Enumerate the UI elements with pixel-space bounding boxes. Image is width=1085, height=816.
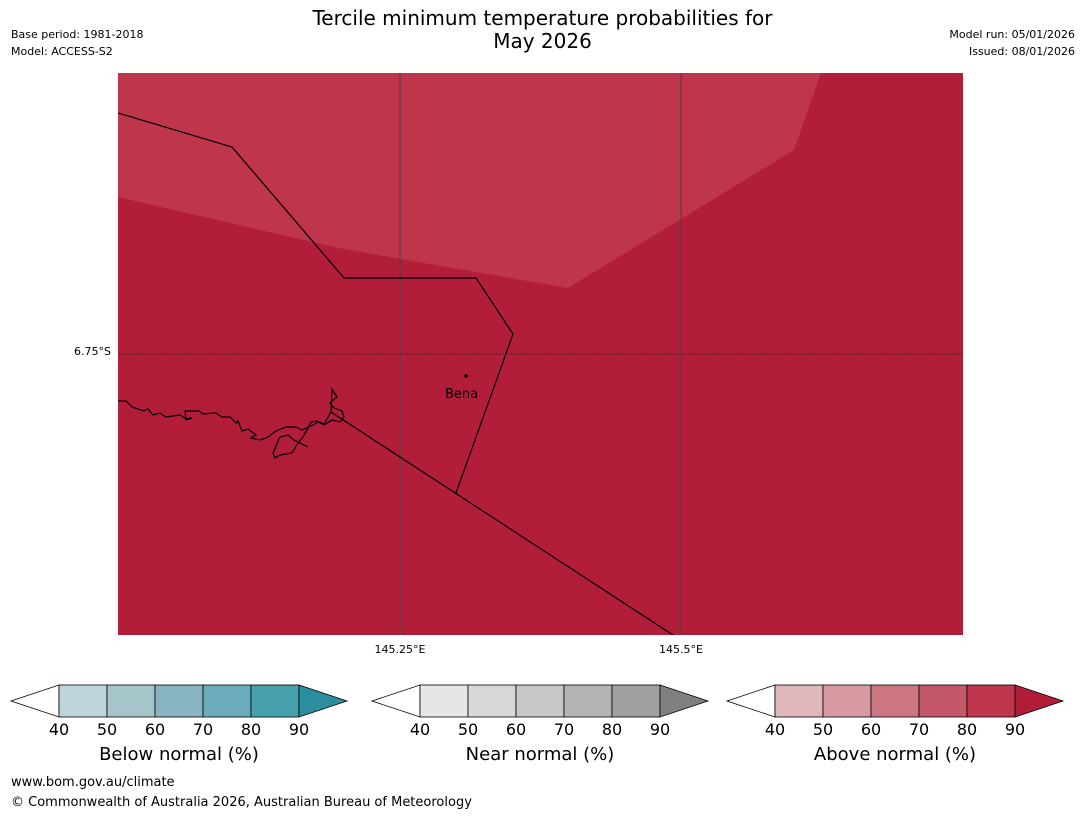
- bena-marker: [464, 374, 468, 378]
- tick: 80: [956, 720, 978, 739]
- province-border-south: [330, 411, 674, 635]
- title-line-1: Tercile minimum temperature probabilitie…: [312, 6, 773, 30]
- footer-copyright: © Commonwealth of Australia 2026, Austra…: [11, 795, 472, 810]
- map-panel[interactable]: Bena: [118, 73, 963, 635]
- tick: 40: [409, 720, 431, 739]
- colorbar-below-segments: [9, 684, 349, 718]
- near-extend-high: [659, 684, 710, 718]
- model-run: Model run: 05/01/2026: [949, 28, 1075, 41]
- above-bin-70-80: [918, 684, 968, 718]
- tick: 60: [505, 720, 527, 739]
- base-period: Base period: 1981-2018: [11, 28, 144, 41]
- lat-label: 6.75°S: [74, 345, 111, 358]
- colorbar-above-svg: [725, 684, 1065, 718]
- below-bin-50-60: [106, 684, 156, 718]
- tick: 60: [860, 720, 882, 739]
- tick: 50: [96, 720, 118, 739]
- above-extend-high: [1014, 684, 1065, 718]
- colorbar-above-segments: [725, 684, 1065, 718]
- meta-right: Model run: 05/01/2026 Issued: 08/01/2026: [949, 26, 1075, 60]
- below-extend-high: [298, 684, 349, 718]
- near-bin-60-70: [515, 684, 565, 718]
- colorbar-below-label: Below normal (%): [99, 744, 259, 765]
- near-bin-70-80: [563, 684, 613, 718]
- colorbar-below-svg: [9, 684, 349, 718]
- below-bin-80-90: [250, 684, 300, 718]
- near-bin-40-50: [419, 684, 469, 718]
- tick: 90: [288, 720, 310, 739]
- above-bin-60-70: [870, 684, 920, 718]
- colorbar-near-segments: [370, 684, 710, 718]
- above-bin-40-50: [774, 684, 824, 718]
- below-bin-70-80: [202, 684, 252, 718]
- near-bin-80-90: [611, 684, 661, 718]
- map-svg: [118, 73, 963, 635]
- colorbar-below-normal: 40 50 60 70 80 90 Below normal (%): [9, 684, 350, 794]
- tick: 70: [192, 720, 214, 739]
- lon-label-145-25: 145.25°E: [374, 643, 426, 656]
- model-name: Model: ACCESS-S2: [11, 45, 113, 58]
- meta-left: Base period: 1981-2018 Model: ACCESS-S2: [11, 26, 143, 60]
- tick: 90: [649, 720, 671, 739]
- colorbar-above-label: Above normal (%): [813, 744, 977, 765]
- below-bin-40-50: [58, 684, 108, 718]
- tick: 70: [553, 720, 575, 739]
- above-bin-80-90: [966, 684, 1016, 718]
- issued-date: Issued: 08/01/2026: [968, 45, 1075, 58]
- colorbar-near-svg: [370, 684, 710, 718]
- footer-url[interactable]: www.bom.gov.au/climate: [11, 775, 175, 790]
- near-bin-50-60: [467, 684, 517, 718]
- coastline: [118, 387, 345, 459]
- tick: 60: [144, 720, 166, 739]
- place-label-bena: Bena: [445, 387, 479, 402]
- tick: 90: [1004, 720, 1026, 739]
- near-extend-low: [370, 684, 421, 718]
- colorbar-near-label: Near normal (%): [465, 744, 615, 765]
- tick: 40: [48, 720, 70, 739]
- province-border: [118, 112, 514, 494]
- chart-title: Tercile minimum temperature probabilitie…: [200, 7, 885, 53]
- lon-label-145-5: 145.5°E: [659, 643, 703, 656]
- tick: 80: [601, 720, 623, 739]
- tick: 50: [457, 720, 479, 739]
- probability-area-medium: [118, 73, 821, 288]
- tick: 40: [764, 720, 786, 739]
- below-extend-low: [9, 684, 60, 718]
- tick: 70: [908, 720, 930, 739]
- colorbar-near-normal: 40 50 60 70 80 90 Near normal (%): [370, 684, 711, 794]
- tick: 80: [240, 720, 262, 739]
- above-extend-low: [725, 684, 776, 718]
- below-bin-60-70: [154, 684, 204, 718]
- colorbar-above-normal: 40 50 60 70 80 90 Above normal (%): [725, 684, 1066, 794]
- title-line-2: May 2026: [493, 29, 592, 53]
- above-bin-50-60: [822, 684, 872, 718]
- tick: 50: [812, 720, 834, 739]
